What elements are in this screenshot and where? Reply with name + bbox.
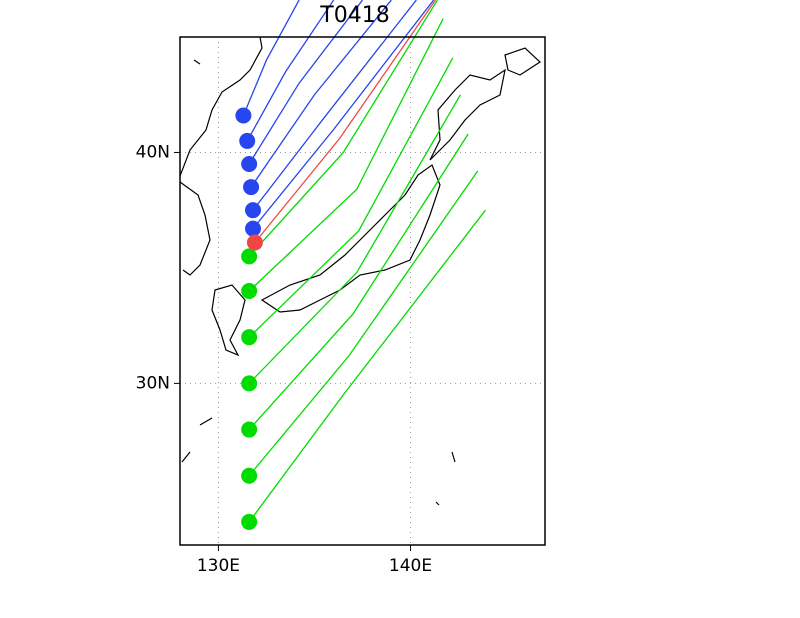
- coastline: [181, 59, 456, 506]
- origin-point: [245, 202, 261, 219]
- map-frame: [179, 36, 546, 546]
- origin-point: [235, 107, 252, 124]
- coastline: [211, 284, 246, 357]
- trajectory: [248, 209, 486, 523]
- tracks: [235, 0, 486, 530]
- origin-point: [246, 234, 263, 251]
- coastline: [504, 47, 541, 76]
- trajectory: [248, 18, 444, 292]
- x-tick-label: 130E: [197, 556, 240, 576]
- trajectory: [242, 0, 300, 116]
- trajectory: [248, 94, 462, 384]
- trajectory: [248, 0, 438, 257]
- origin-point: [241, 467, 258, 484]
- coastline: [260, 164, 441, 313]
- coastline: [180, 181, 211, 276]
- origin-point: [241, 283, 258, 299]
- trajectory: [250, 0, 392, 188]
- x-tick-label: 140E: [389, 556, 432, 576]
- origin-point: [241, 156, 258, 172]
- grid: [180, 37, 545, 545]
- trajectory: [248, 170, 479, 477]
- coastlines: [180, 37, 541, 506]
- origin-point: [241, 421, 258, 438]
- origin-point: [241, 375, 258, 392]
- trajectory: [248, 57, 454, 338]
- trajectory: [254, 0, 437, 243]
- trajectory: [252, 0, 417, 211]
- origin-point: [239, 132, 256, 149]
- trajectory: [246, 0, 335, 142]
- origin-point: [241, 248, 258, 265]
- coastline: [429, 68, 506, 161]
- y-tick-label: 30N: [136, 373, 170, 393]
- origin-point: [243, 179, 260, 196]
- origin-point: [241, 329, 258, 346]
- chart-title: T0418: [319, 3, 389, 28]
- coastline: [180, 37, 263, 177]
- trajectory: [252, 0, 435, 230]
- y-tick-label: 40N: [136, 142, 170, 162]
- trajectory: [248, 0, 364, 165]
- origin-point: [245, 220, 261, 237]
- trajectory: [248, 133, 469, 430]
- origin-point: [241, 513, 258, 530]
